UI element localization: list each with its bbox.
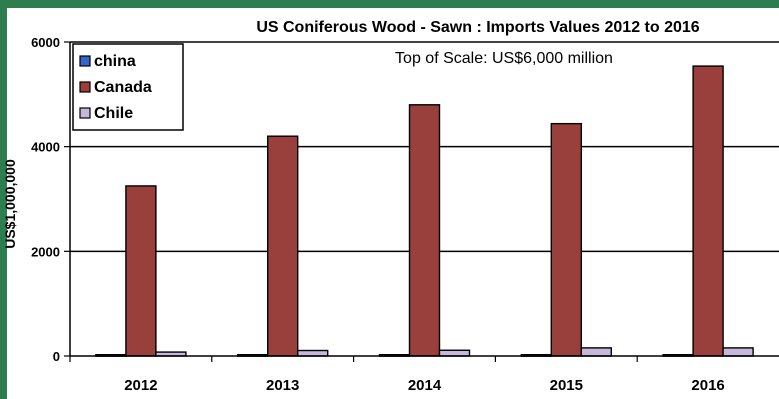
x-tick-label: 2016 [691,377,724,394]
y-tick-label: 2000 [31,244,60,259]
bar-chile-2013 [297,349,329,357]
axes [69,42,779,362]
bar-canada-2016 [692,65,724,357]
bar-chile-2015 [580,347,612,357]
bar-chile-2014 [438,349,471,357]
bar-canada-2013 [267,135,299,357]
y-tick-labels: 0 2000 4000 6000 [31,35,60,364]
legend-swatch-chile [79,107,91,119]
legend: china Canada Chile [72,43,184,131]
x-tick-label: 2014 [408,377,442,394]
legend-label-china: china [94,53,136,70]
bar-canada-2015 [550,122,582,357]
y-tick-label: 4000 [31,140,60,155]
y-tick-label: 6000 [31,35,60,50]
legend-box [72,43,184,131]
top-border [0,0,779,8]
y-axis-label: US$1,000,000 [2,159,18,249]
bar-canada-2014 [408,104,441,357]
bar-canada-2012 [125,185,157,357]
chart-title: US Coniferous Wood - Sawn : Imports Valu… [256,19,699,36]
x-tick-label: 2013 [266,377,299,394]
x-tick-labels: 2012 2013 2014 2015 2016 [124,377,725,394]
bar-chile-2016 [722,347,754,357]
y-tick-label: 0 [53,349,60,364]
bars [95,65,754,357]
legend-label-chile: Chile [94,105,133,122]
x-tick-label: 2012 [124,377,157,394]
chart-subtitle: Top of Scale: US$6,000 million [395,50,613,67]
legend-swatch-china [79,55,91,67]
legend-label-canada: Canada [94,79,152,96]
legend-swatch-canada [79,81,91,93]
left-border [0,0,7,399]
x-tick-label: 2015 [550,377,583,394]
